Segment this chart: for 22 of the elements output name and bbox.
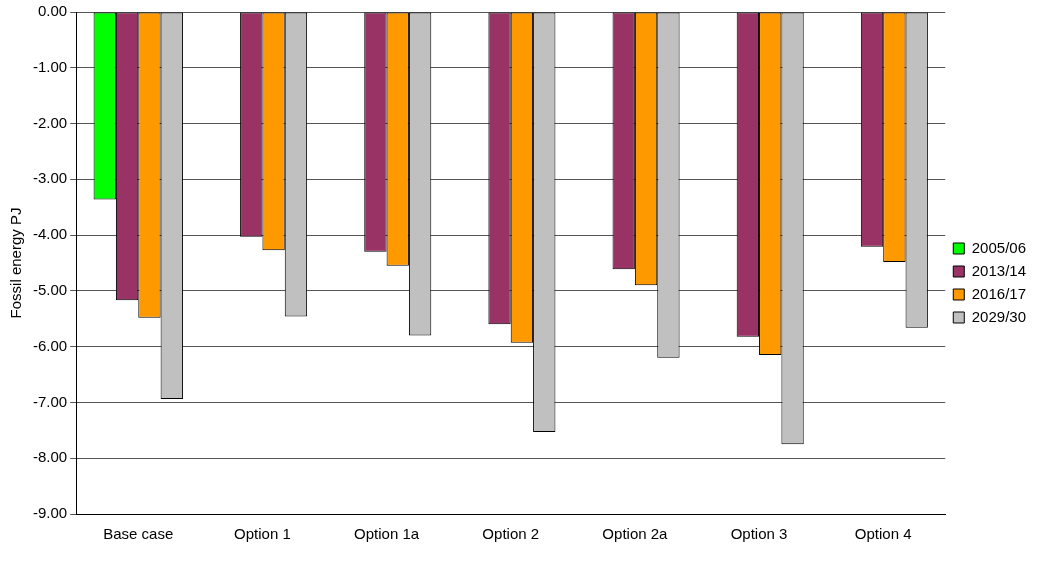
x-tick-label: Option 2a bbox=[602, 525, 669, 543]
y-tick-label: -2.00 bbox=[32, 113, 68, 131]
y-tick-label: -7.00 bbox=[32, 392, 68, 410]
y-tick-label: -3.00 bbox=[32, 169, 68, 187]
x-tick-label: Option 2 bbox=[482, 525, 540, 543]
y-tick-label: -8.00 bbox=[32, 448, 68, 466]
y-tick-label: -9.00 bbox=[32, 504, 68, 522]
y-tick-label: -1.00 bbox=[32, 57, 68, 75]
x-tick-label: Option 4 bbox=[854, 525, 912, 543]
y-tick-label: -6.00 bbox=[32, 336, 68, 354]
legend-label: 2013/14 bbox=[971, 261, 1027, 279]
y-tick-label: 0.00 bbox=[37, 2, 68, 20]
legend-label: 2005/06 bbox=[971, 238, 1027, 256]
y-tick-label: -4.00 bbox=[32, 225, 68, 243]
x-tick-label: Option 1a bbox=[354, 525, 420, 543]
y-tick-label: -5.00 bbox=[32, 281, 68, 299]
legend-label: 2016/17 bbox=[971, 284, 1027, 302]
x-tick-label: Option 1 bbox=[234, 525, 291, 543]
x-tick-label: Base case bbox=[103, 525, 174, 543]
x-tick-label: Option 3 bbox=[730, 525, 788, 543]
legend-label: 2029/30 bbox=[971, 307, 1027, 325]
y-axis-title: Fossil energy PJ bbox=[7, 207, 25, 319]
